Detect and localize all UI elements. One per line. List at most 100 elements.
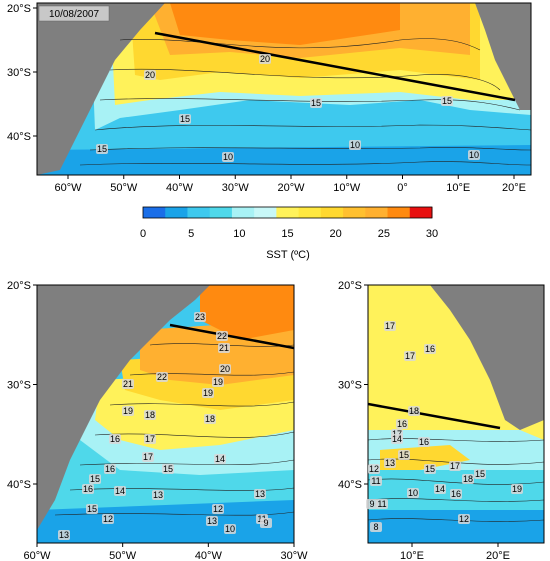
right-contour-label-box [370, 522, 382, 532]
right-contour-label-box [474, 469, 486, 479]
right-x-tick-label: 10°E [400, 550, 424, 561]
left-contour-label: 17 [145, 434, 155, 444]
top-contour-label-box [222, 152, 234, 162]
left-contour-label: 12 [213, 504, 223, 514]
top-contour-label-box [310, 98, 322, 108]
top-contour-label-box [144, 70, 156, 80]
right-contour-label: 19 [512, 484, 522, 494]
left-contour-label: 13 [59, 530, 69, 540]
top-x-tick-label: 20°W [277, 182, 305, 194]
top-x-tick-label: 60°W [54, 182, 82, 194]
left-contour-label: 15 [90, 474, 100, 484]
colorbar-tick-label: 25 [378, 228, 390, 240]
left-x-tick-label: 50°W [109, 550, 137, 561]
top-x-tick-label: 20°E [502, 182, 526, 194]
sst-colorbar: 0 5 10 15 20 25 30 SST (ºC) [140, 206, 438, 261]
left-contour-label-box [104, 464, 116, 474]
top-x-tick-label: 50°W [110, 182, 138, 194]
left-contour-label: 16 [105, 464, 115, 474]
left-contour-label: 22 [217, 331, 227, 341]
left-x-tick-label: 30°W [280, 550, 308, 561]
left-contour-label: 15 [163, 464, 173, 474]
right-contour-label-box [407, 488, 419, 498]
colorbar-tick-label: 0 [140, 228, 146, 240]
left-contour-label-box [156, 372, 168, 382]
colorbar-cell [187, 207, 211, 218]
left-contour-label-box [144, 410, 156, 420]
left-contour-label: 21 [219, 343, 229, 353]
left-contour-label-box [152, 490, 164, 500]
left-contour-label-box [204, 414, 216, 424]
top-contour-label: 15 [97, 144, 107, 154]
left-x-tick-label: 40°W [195, 550, 223, 561]
left-contour-label-box [206, 516, 218, 526]
right-contour-label-box [418, 437, 430, 447]
date-label: 10/08/2007 [49, 9, 99, 20]
left-contour-label-box [254, 489, 266, 499]
top-contour-label-box [96, 144, 108, 154]
right-contour-label-box [376, 499, 388, 509]
right-contour-label-box [368, 464, 380, 474]
colorbar-cell [276, 207, 300, 218]
left-contour-label: 17 [143, 452, 153, 462]
right-y-tick-label: 30°S [338, 380, 362, 392]
left-contour-label-box [202, 388, 214, 398]
left-contour-label-box [109, 434, 121, 444]
colorbar-cell [143, 207, 166, 218]
left-contour-label-box [58, 530, 70, 540]
left-contour-label: 22 [157, 372, 167, 382]
right-contour-label: 14 [392, 434, 402, 444]
left-contour-label: 12 [103, 514, 113, 524]
left-contour-label-box [214, 454, 226, 464]
date-box [38, 5, 110, 22]
right-contour-label-box [396, 419, 408, 429]
top-contour-label: 15 [442, 96, 452, 106]
top-contour-label: 15 [311, 98, 321, 108]
right-contour-label: 18 [463, 474, 473, 484]
top-y-tick-label: 30°S [7, 67, 31, 79]
top-x-tick-label: 40°W [166, 182, 194, 194]
top-y-tick-label: 40°S [7, 131, 31, 143]
colorbar-label: SST (ºC) [266, 249, 310, 261]
top-y-tick-label: 20°S [7, 3, 31, 15]
left-contour-label: 19 [213, 377, 223, 387]
left-y-tick-label: 20°S [7, 280, 31, 292]
colorbar-cell [254, 207, 277, 218]
right-contour-label: 18 [409, 406, 419, 416]
right-contour-label: 11 [377, 499, 386, 509]
right-contour-label-box [391, 434, 403, 444]
right-contour-label-box [424, 344, 436, 354]
top-contour-label: 10 [469, 150, 479, 160]
right-y-tick-label: 40°S [338, 479, 362, 491]
top-x-tick-label: 30°W [222, 182, 250, 194]
left-contour-label: 14 [215, 454, 225, 464]
top-contour-label-box [441, 96, 453, 106]
colorbar-tick-label: 10 [233, 228, 245, 240]
right-contour-label-box [449, 461, 461, 471]
left-contour-label: 18 [145, 410, 155, 420]
right-contour-label: 11 [371, 476, 380, 486]
left-contour-label: 20 [220, 364, 230, 374]
right-contour-label-box [424, 464, 436, 474]
top-contour-label-box [179, 114, 191, 124]
left-contour-label-box [212, 377, 224, 387]
right-contour-label: 17 [405, 351, 415, 361]
left-y-tick-label: 30°S [7, 380, 31, 392]
right-contour-label-box [450, 489, 462, 499]
colorbar-cell [365, 207, 389, 218]
left-contour-label-box [194, 312, 206, 322]
right-contour-label-box [384, 321, 396, 331]
left-contour-label-box [82, 484, 94, 494]
right-y-tick-label: 20°S [338, 280, 362, 292]
right-contour-label-box [398, 450, 410, 460]
top-contour-label: 20 [145, 70, 155, 80]
right-contour-label: 12 [459, 514, 469, 524]
right-contour-label: 10 [408, 488, 418, 498]
right-contour-label: 8 [373, 522, 378, 532]
colorbar-cell [387, 207, 411, 218]
right-contour-label: 14 [435, 484, 445, 494]
colorbar-cell [320, 207, 344, 218]
right-contour-label-box [370, 476, 382, 486]
right-contour-label-box [384, 458, 396, 468]
